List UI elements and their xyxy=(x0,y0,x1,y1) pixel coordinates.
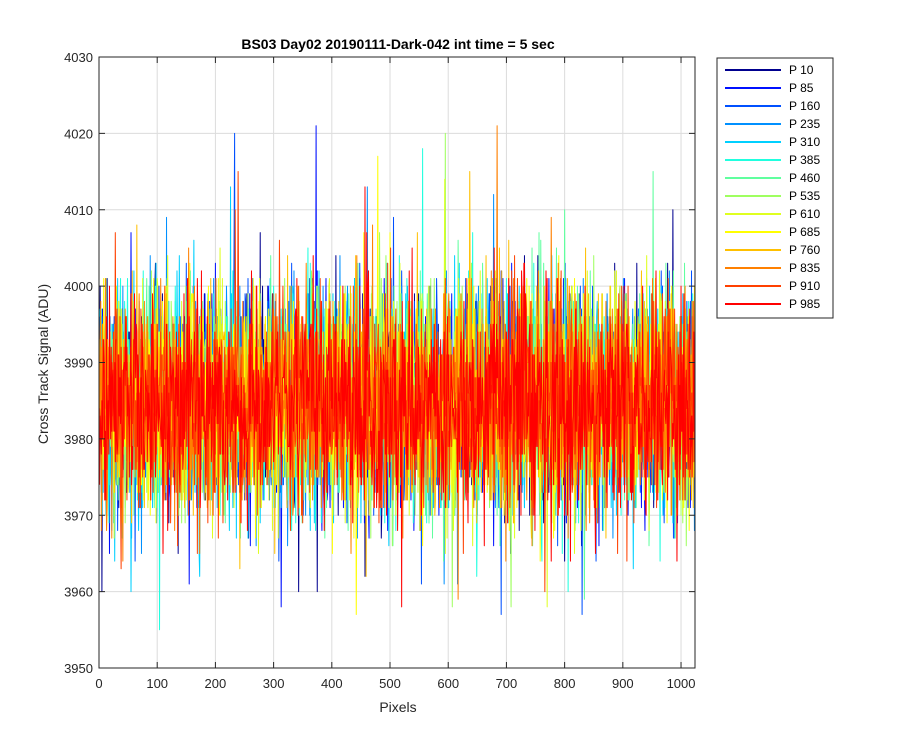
y-axis-label: Cross Track Signal (ADU) xyxy=(35,284,51,444)
legend-box xyxy=(716,57,834,319)
y-tick-label: 4000 xyxy=(64,279,93,294)
x-tick-label: 100 xyxy=(146,676,168,691)
x-tick-label: 800 xyxy=(554,676,576,691)
x-tick-label: 500 xyxy=(379,676,401,691)
x-tick-label: 200 xyxy=(205,676,227,691)
legend-label: P 760 xyxy=(789,243,820,257)
legend-label: P 910 xyxy=(789,279,820,293)
y-tick-label: 3980 xyxy=(64,432,93,447)
y-tick-label: 4010 xyxy=(64,203,93,218)
x-tick-label: 300 xyxy=(263,676,285,691)
legend-label: P 85 xyxy=(789,81,814,95)
x-tick-label: 0 xyxy=(95,676,102,691)
y-tick-label: 4030 xyxy=(64,50,93,65)
legend-label: P 460 xyxy=(789,171,820,185)
legend-label: P 610 xyxy=(789,207,820,221)
legend-label: P 310 xyxy=(789,135,820,149)
y-tick-label: 3990 xyxy=(64,356,93,371)
series-group xyxy=(99,125,695,631)
y-tick-label: 3950 xyxy=(64,661,93,676)
legend: P 10 P 85 P 160 P 235 P 310 P 385 P 460 P 535 P … xyxy=(716,57,834,319)
chart-title: BS03 Day02 20190111-Dark-042 int time = … xyxy=(241,36,554,52)
legend-label: P 535 xyxy=(789,189,820,203)
y-tick-label: 3960 xyxy=(64,585,93,600)
legend-label: P 985 xyxy=(789,297,820,311)
legend-label: P 385 xyxy=(789,153,820,167)
x-axis-label: Pixels xyxy=(379,699,416,715)
legend-label: P 160 xyxy=(789,99,820,113)
x-tick-label: 1000 xyxy=(667,676,696,691)
legend-label: P 835 xyxy=(789,261,820,275)
legend-label: P 10 xyxy=(789,63,814,77)
series-line-p985 xyxy=(99,186,695,608)
legend-label: P 685 xyxy=(789,225,820,239)
x-tick-label: 900 xyxy=(612,676,634,691)
x-tick-label: 700 xyxy=(496,676,518,691)
y-tick-label: 3970 xyxy=(64,508,93,523)
legend-label: P 235 xyxy=(789,117,820,131)
x-tick-label: 600 xyxy=(437,676,459,691)
y-tick-label: 4020 xyxy=(64,126,93,141)
x-tick-label: 400 xyxy=(321,676,343,691)
plot-area: 0 100 200 300 400 500 600 700 800 900 1000 3950 3960… xyxy=(64,50,696,691)
